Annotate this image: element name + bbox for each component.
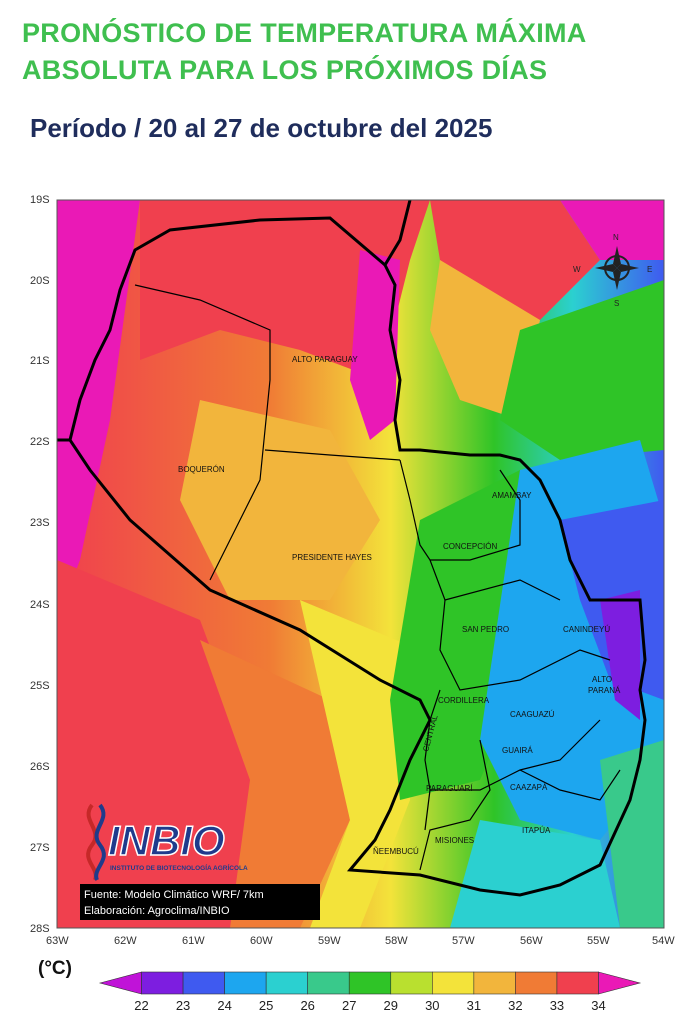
legend-tick-label: 25 [259,998,273,1013]
compass-e: E [647,265,652,274]
legend-swatch [307,971,350,995]
lon-label: 60W [250,935,273,947]
dept-caaguazu: CAAGUAZÚ [510,710,555,719]
latitude-labels: 19S 20S 21S 22S 23S 24S 25S 26S 27S 28S [30,194,50,935]
longitude-labels: 63W 62W 61W 60W 59W 58W 57W 56W 55W 54W [46,935,675,947]
dept-concepcion: CONCEPCIÓN [443,542,497,551]
legend-tick-label: 22 [134,998,148,1013]
lon-label: 63W [46,935,69,947]
legend-swatch [598,971,642,995]
legend-ticks: 22 23 24 25 26 27 29 30 31 32 33 34 [134,998,605,1013]
logo-subtitle: INSTITUTO DE BIOTECNOLOGÍA AGRÍCOLA [110,863,248,872]
lat-label: 23S [30,517,50,529]
country-border [57,199,647,897]
lat-label: 27S [30,842,50,854]
dept-alto-paraguay: ALTO PARAGUAY [292,355,358,364]
lon-label: 56W [520,935,543,947]
dept-san-pedro: SAN PEDRO [462,625,509,634]
legend-swatch [348,971,392,995]
period-label: Período / 20 al 27 de octubre del 2025 [30,113,493,143]
dept-itapua: ITAPÚA [522,826,551,835]
legend-tick-label: 32 [508,998,522,1013]
lat-label: 24S [30,599,50,611]
lat-label: 22S [30,436,50,448]
lon-label: 57W [452,935,475,947]
dept-presidente-hayes: PRESIDENTE HAYES [292,553,372,562]
legend-swatch [390,971,433,995]
temperature-map: 19S 20S 21S 22S 23S 24S 25S 26S 27S 28S … [30,194,675,947]
legend-swatch [473,971,516,995]
legend-tick-label: 29 [384,998,398,1013]
lon-label: 54W [652,935,675,947]
legend-unit: (°C) [38,958,72,979]
dept-cordillera: CORDILLERA [438,696,490,705]
lat-label: 21S [30,355,50,367]
compass-w: W [573,265,581,274]
legend-swatches [98,971,642,995]
lat-label: 26S [30,761,50,773]
legend-tick-label: 23 [176,998,190,1013]
legend-tick-label: 33 [550,998,564,1013]
dept-misiones: MISIONES [435,836,474,845]
dept-amambay: AMAMBAY [492,491,532,500]
legend-tick-label: 31 [467,998,481,1013]
legend-swatch [224,971,267,995]
legend-tick-label: 27 [342,998,356,1013]
legend-swatch [556,971,599,995]
legend-swatch [515,971,558,995]
source-line-2: Elaboración: Agroclima/INBIO [84,905,230,917]
lon-label: 62W [114,935,137,947]
dept-caazapa: CAAZAPÁ [510,783,548,792]
lat-label: 20S [30,275,50,287]
dna-icon [86,803,98,881]
lon-label: 58W [385,935,408,947]
legend-tick-label: 30 [425,998,439,1013]
lat-label: 25S [30,680,50,692]
dept-canindeyu: CANINDEYÚ [563,625,610,634]
dept-neembucu: ÑEEMBUCÚ [373,847,419,856]
compass-s: S [614,299,619,308]
dept-alto-parana: PARANÁ [588,686,621,695]
inbio-logo: INBIO INSTITUTO DE BIOTECNOLOGÍA AGRÍCOL… [86,803,248,881]
legend-swatch [265,971,308,995]
dept-guaira: GUAIRÁ [502,746,533,755]
legend-tick-label: 24 [217,998,231,1013]
dept-alto-parana: ALTO [592,675,612,684]
lat-label: 28S [30,923,50,935]
logo-text: INBIO [108,817,225,864]
color-legend: 22 23 24 25 26 27 29 30 31 32 33 34 [98,971,642,1013]
source-line-1: Fuente: Modelo Climático WRF/ 7km [84,889,264,901]
dept-paraguari: PARAGUARÍ [426,784,473,793]
legend-swatch [432,971,475,995]
lon-label: 55W [587,935,610,947]
department-labels: ALTO PARAGUAY BOQUERÓN PRESIDENTE HAYES … [178,355,621,856]
title-line-1: PRONÓSTICO DE TEMPERATURA MÁXIMA [22,18,587,48]
compass-n: N [613,233,619,242]
title-line-2: ABSOLUTA PARA LOS PRÓXIMOS DÍAS [22,55,548,85]
legend-swatch [182,971,225,995]
lon-label: 61W [182,935,205,947]
source-box: Fuente: Modelo Climático WRF/ 7km Elabor… [80,884,320,920]
legend-swatch [98,971,142,995]
dept-boqueron: BOQUERÓN [178,465,225,474]
department-borders [134,284,621,871]
legend-tick-label: 26 [300,998,314,1013]
lon-label: 59W [318,935,341,947]
compass-rose: N S W E [573,233,652,308]
lat-label: 19S [30,194,50,206]
legend-swatch [141,971,184,995]
legend-tick-label: 34 [591,998,605,1013]
